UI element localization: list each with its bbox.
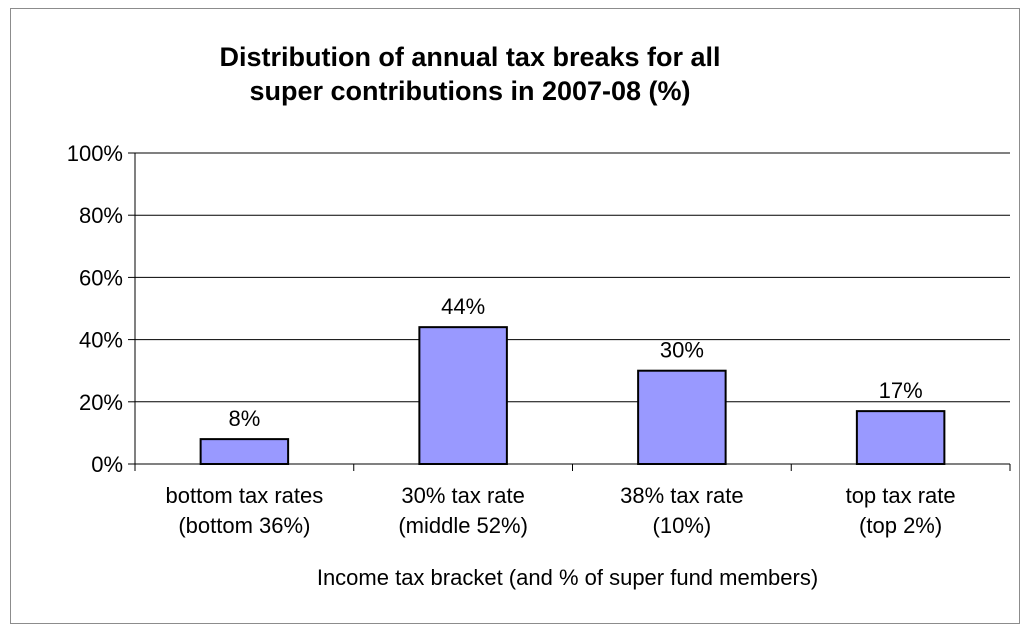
x-tick-label: top tax rate xyxy=(846,483,956,508)
data-label: 17% xyxy=(879,378,923,403)
y-tick-label: 0% xyxy=(91,452,123,477)
x-tick-label: (top 2%) xyxy=(859,513,942,538)
x-tick-label: (bottom 36%) xyxy=(178,513,310,538)
x-tick-label: bottom tax rates xyxy=(166,483,324,508)
chart-title-line-1: Distribution of annual tax breaks for al… xyxy=(219,42,721,72)
x-tick-label: 30% tax rate xyxy=(401,483,525,508)
chart-title: Distribution of annual tax breaks for al… xyxy=(110,40,830,108)
bar xyxy=(855,410,946,466)
x-tick-label: (middle 52%) xyxy=(398,513,528,538)
bar xyxy=(199,438,290,465)
y-tick-label: 40% xyxy=(79,328,123,353)
y-tick-label: 20% xyxy=(79,390,123,415)
chart-frame xyxy=(10,8,1020,624)
data-label: 8% xyxy=(228,406,260,431)
bar xyxy=(418,326,508,465)
x-tick-label: 38% tax rate xyxy=(620,483,744,508)
x-axis-title: Income tax bracket (and % of super fund … xyxy=(317,565,818,590)
x-tick-label: (10%) xyxy=(653,513,712,538)
bar xyxy=(637,369,727,466)
data-label: 44% xyxy=(441,294,485,319)
y-tick-label: 80% xyxy=(79,203,123,228)
data-label: 30% xyxy=(660,338,704,363)
chart-title-line-2: super contributions in 2007-08 (%) xyxy=(249,76,691,106)
y-tick-label: 100% xyxy=(67,141,123,166)
y-tick-label: 60% xyxy=(79,265,123,290)
